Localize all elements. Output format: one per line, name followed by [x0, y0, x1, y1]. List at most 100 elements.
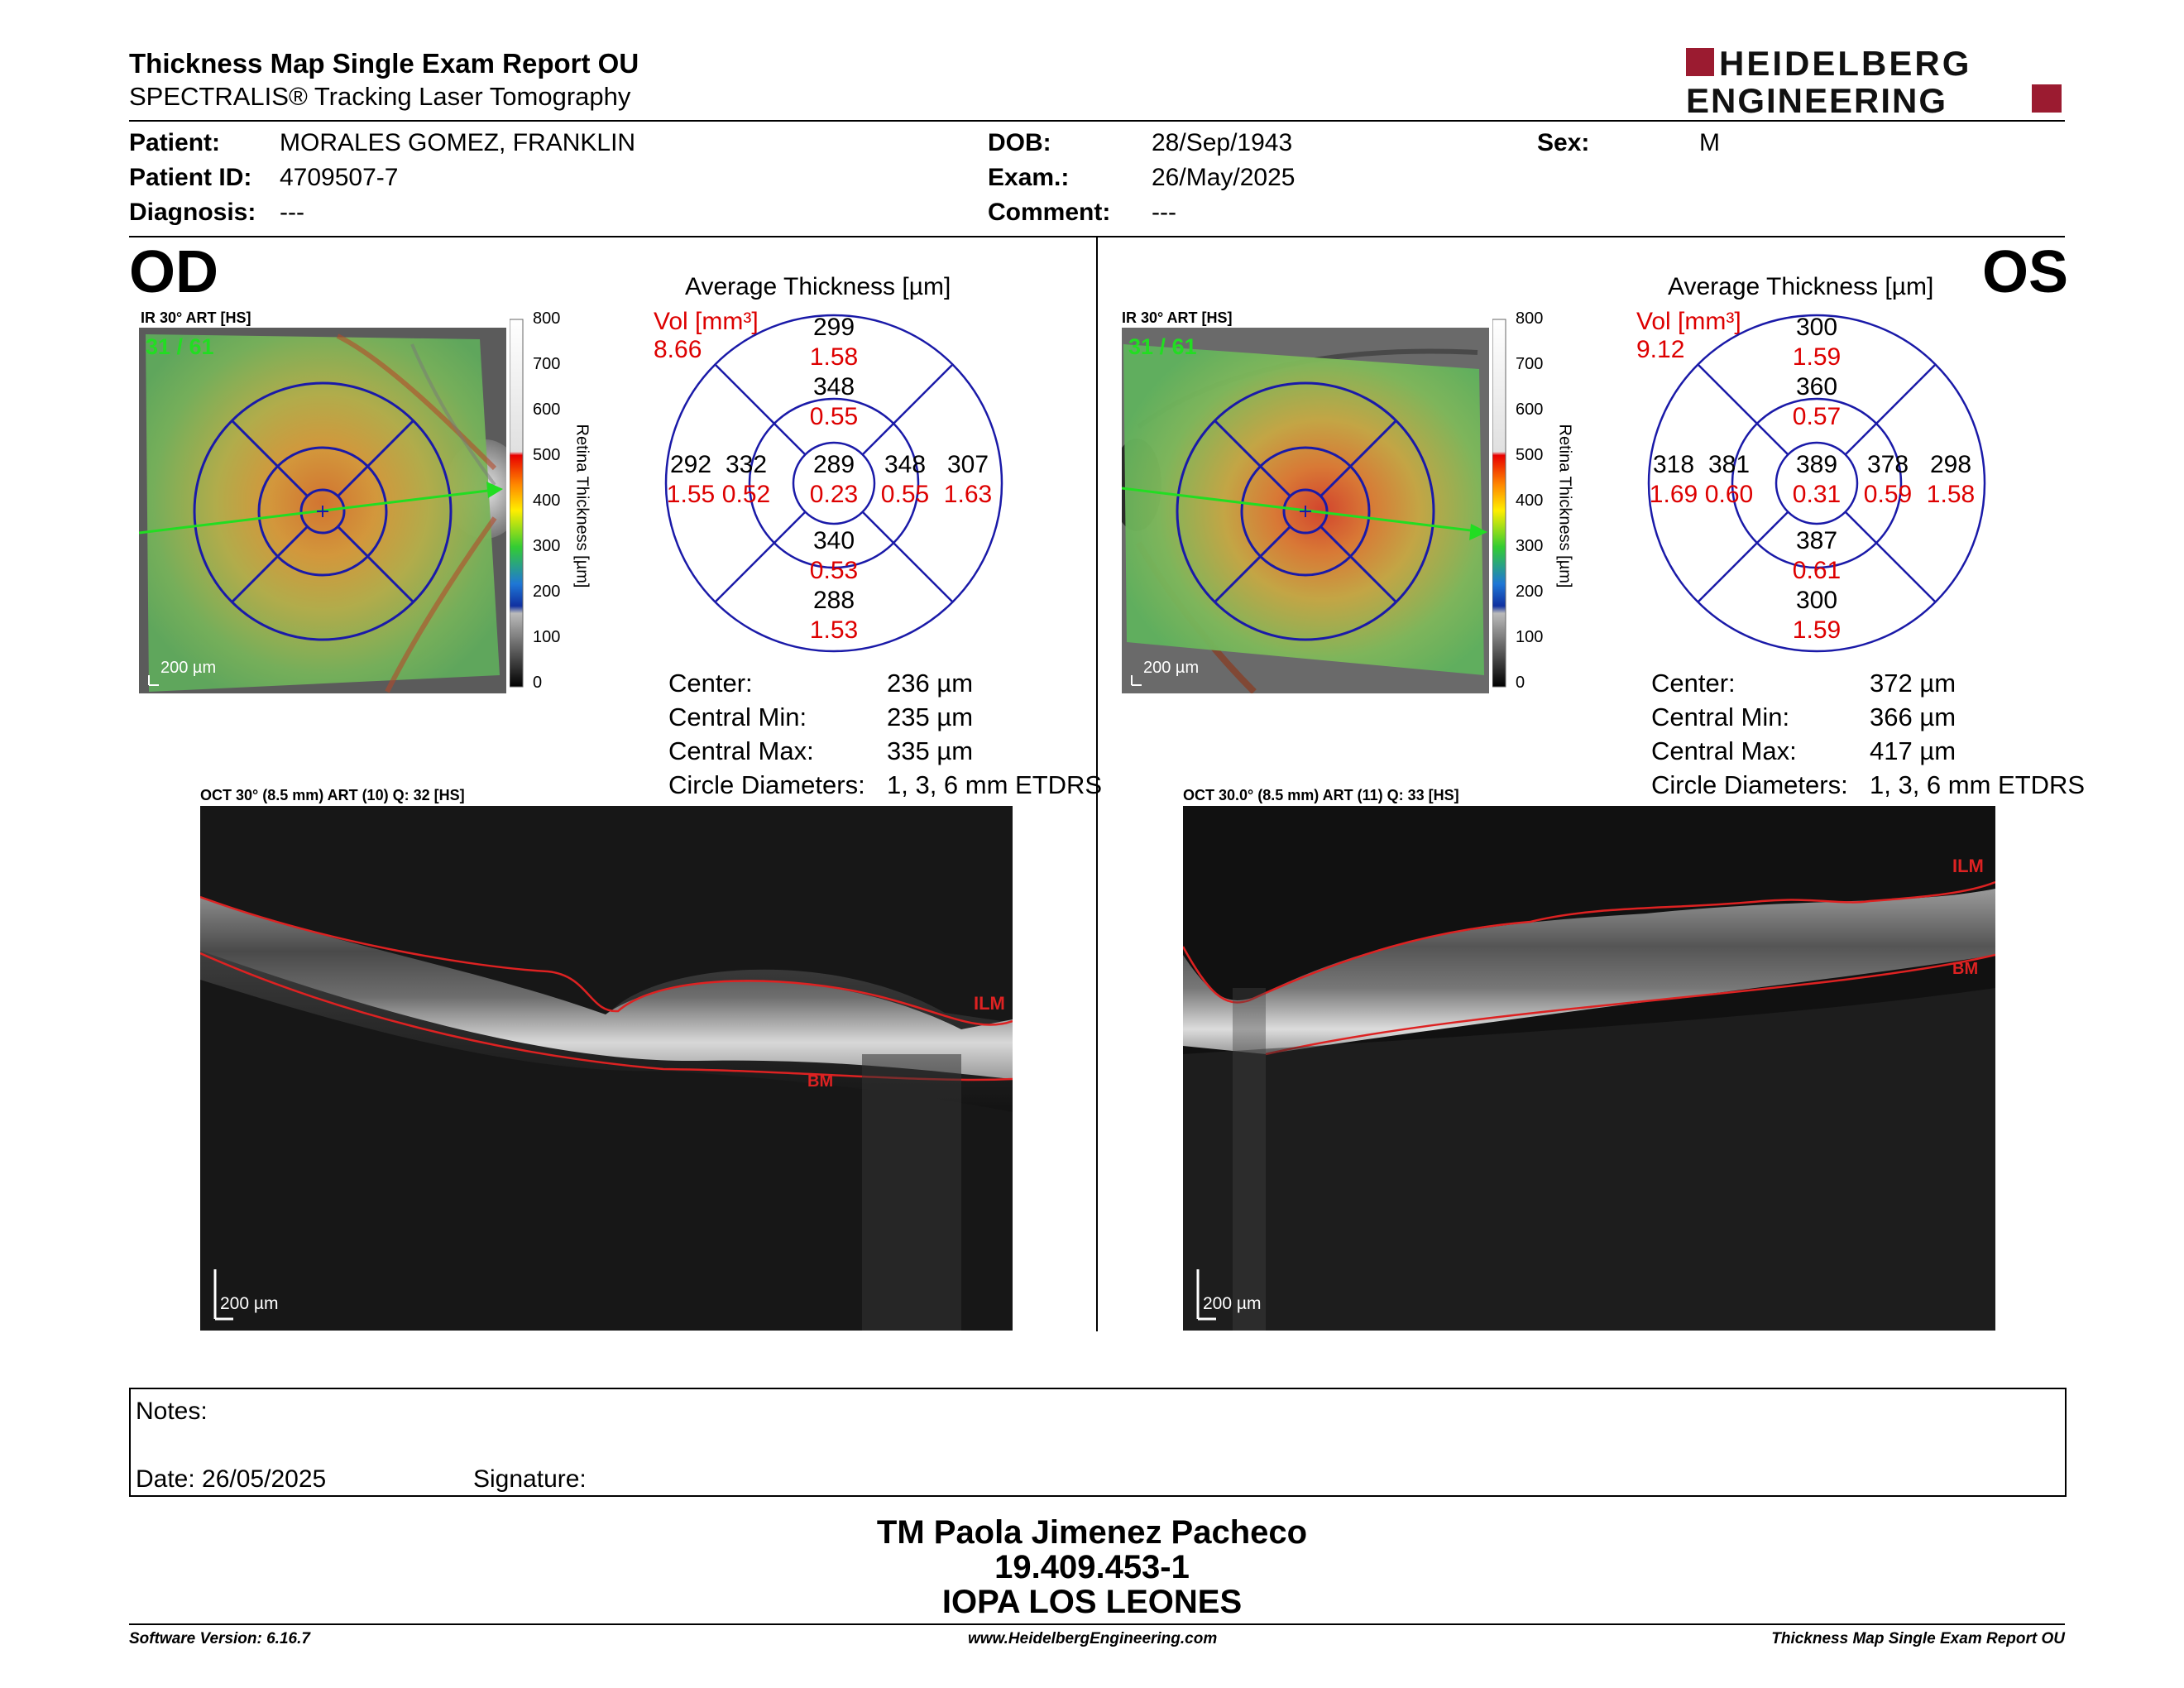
od-center-value: 236 µm: [887, 669, 974, 698]
os-sector-outer-superior: 300 1.59: [1792, 314, 1842, 371]
scale-tick: 300: [1516, 537, 1544, 555]
os-sector-inner-nasal: 381 0.60: [1704, 451, 1754, 508]
scale-tick: 600: [1516, 400, 1544, 419]
scale-tick: 0: [1516, 674, 1525, 692]
od-circle-diameters-label: Circle Diameters:: [668, 770, 865, 799]
scale-tick: 100: [1516, 628, 1544, 646]
comment-value: ---: [1152, 199, 1176, 226]
od-central-min-label: Central Min:: [668, 703, 807, 731]
od-oct-scalebar: 200 µm: [220, 1294, 279, 1313]
svg-text:ENGINEERING: ENGINEERING: [1686, 81, 1947, 116]
footer-report-name: Thickness Map Single Exam Report OU: [1771, 1630, 2065, 1647]
os-circle-diameters-label: Circle Diameters:: [1651, 770, 1848, 799]
os-central-min-value: 366 µm: [1870, 703, 1956, 731]
os-central-min-label: Central Min:: [1651, 703, 1790, 731]
od-sector-outer-temporal: 292 1.55: [666, 451, 716, 508]
scale-tick: 700: [533, 355, 561, 373]
od-fundus-scalebar: 200 µm: [160, 659, 217, 677]
od-central-max-label: Central Max:: [668, 736, 814, 765]
os-vol-label: Vol [mm³]: [1636, 308, 1741, 335]
os-circle-diameters-value: 1, 3, 6 mm ETDRS: [1870, 770, 2086, 799]
institution-name: IOPA LOS LEONES: [941, 1584, 1243, 1620]
od-sector-inner-superior: 348 0.55: [809, 373, 859, 430]
dob-label: DOB:: [988, 129, 1051, 156]
scale-tick: 700: [1516, 355, 1544, 373]
notes-date: Date: 26/05/2025: [136, 1465, 327, 1493]
od-central-max-value: 335 µm: [887, 736, 974, 765]
diagnosis-value: ---: [280, 199, 304, 226]
os-sector-inner-temporal: 378 0.59: [1863, 451, 1913, 508]
os-avg-thickness-title: Average Thickness [µm]: [1668, 273, 1934, 300]
od-ilm-label: ILM: [974, 993, 1005, 1014]
os-color-scale: 800 700 600 500 400 300 200 100 0: [1492, 309, 1592, 692]
os-center-label: Center:: [1651, 669, 1736, 698]
scale-tick: 500: [533, 446, 561, 464]
scale-tick: 800: [533, 309, 561, 328]
od-oct-bscan: ILM BM 200 µm: [200, 806, 1013, 1331]
scale-tick: 600: [533, 400, 561, 419]
od-circle-diameters-value: 1, 3, 6 mm ETDRS: [887, 770, 1103, 799]
os-bm-label: BM: [1952, 960, 1979, 978]
od-scale-axis-label: Retina Thickness [µm]: [572, 424, 592, 588]
od-color-scale: 800 700 600 500 400 300 200 100 0: [509, 309, 609, 692]
os-fundus-scalebar: 200 µm: [1143, 659, 1200, 677]
exam-label: Exam.:: [988, 164, 1070, 191]
os-ir-label: IR 30° ART [HS]: [1122, 309, 1233, 326]
os-sector-outer-inferior: 300 1.59: [1792, 587, 1842, 644]
patient-id-label: Patient ID:: [129, 164, 252, 191]
os-scale-axis-label: Retina Thickness [µm]: [1555, 424, 1574, 588]
od-oct-label: OCT 30° (8.5 mm) ART (10) Q: 32 [HS]: [200, 787, 465, 803]
od-sector-outer-nasal: 307 1.63: [943, 451, 993, 508]
os-oct-bscan: ILM BM 200 µm: [1183, 806, 1995, 1331]
os-fundus-thickness-map: 31 / 61 200 µm: [1112, 328, 1489, 694]
report-subtitle: SPECTRALIS® Tracking Laser Tomography: [129, 82, 631, 111]
od-stats: Center: 236 µm Central Min: 235 µm Central…: [668, 669, 1103, 804]
od-sector-outer-inferior: 288 1.53: [809, 587, 859, 644]
od-central-min-value: 235 µm: [887, 703, 974, 731]
report-title: Thickness Map Single Exam Report OU: [129, 48, 639, 79]
os-eye-label: OS: [1982, 239, 2069, 305]
diagnosis-label: Diagnosis:: [129, 199, 256, 226]
patient-id: 4709507-7: [280, 164, 399, 191]
scale-tick: 400: [1516, 492, 1544, 510]
os-stats: Center: 372 µm Central Min: 366 µm Central…: [1651, 669, 2098, 804]
comment-label: Comment:: [988, 199, 1111, 226]
os-sector-center: 389 0.31: [1792, 451, 1842, 508]
od-vol-value: 8.66: [654, 336, 702, 363]
os-sector-inner-superior: 360 0.57: [1792, 373, 1842, 430]
technician-rut: 19.409.453-1: [994, 1549, 1190, 1585]
notes-box: Notes: Date: 26/05/2025 Signature:: [129, 1388, 2067, 1497]
scale-tick: 400: [533, 492, 561, 510]
os-ilm-label: ILM: [1952, 856, 1984, 876]
os-sector-outer-temporal: 298 1.58: [1926, 451, 1976, 508]
od-sector-center: 289 0.23: [809, 451, 859, 508]
od-bm-label: BM: [807, 1072, 834, 1091]
os-central-max-value: 417 µm: [1870, 736, 1956, 765]
od-sector-inner-inferior: 340 0.53: [809, 527, 859, 584]
od-frame-counter: 31 / 61: [146, 334, 214, 359]
od-etdrs-grid: Average Thickness [µm] Vol [mm³] 8.66 29…: [650, 266, 1014, 655]
os-central-max-label: Central Max:: [1651, 736, 1797, 765]
scale-tick: 500: [1516, 446, 1544, 464]
os-etdrs-grid: Average Thickness [µm] Vol [mm³] 9.12 30…: [1633, 266, 1997, 655]
os-oct-scalebar: 200 µm: [1203, 1294, 1262, 1313]
software-version: Software Version: 6.16.7: [129, 1630, 310, 1647]
os-scale-ticks: 800 700 600 500 400 300 200 100 0: [1516, 309, 1565, 692]
os-vol-value: 9.12: [1636, 336, 1685, 363]
scale-tick: 300: [533, 537, 561, 555]
od-avg-thickness-title: Average Thickness [µm]: [685, 273, 951, 300]
od-ir-label: IR 30° ART [HS]: [141, 309, 251, 326]
heidelberg-logo: HEIDELBERG ENGINEERING: [1684, 44, 2065, 120]
od-center-label: Center:: [668, 669, 753, 698]
scale-tick: 200: [533, 583, 561, 601]
scale-tick: 800: [1516, 309, 1544, 328]
website-link[interactable]: www.HeidelbergEngineering.com: [968, 1630, 1218, 1647]
scale-tick: 100: [533, 628, 561, 646]
notes-label: Notes:: [136, 1398, 208, 1425]
svg-text:HEIDELBERG: HEIDELBERG: [1719, 45, 1971, 83]
os-center-value: 372 µm: [1870, 669, 1956, 698]
signature-label: Signature:: [473, 1465, 587, 1493]
patient-name: MORALES GOMEZ, FRANKLIN: [280, 129, 636, 156]
od-sector-inner-temporal: 332 0.52: [721, 451, 771, 508]
scale-tick: 0: [533, 674, 543, 692]
